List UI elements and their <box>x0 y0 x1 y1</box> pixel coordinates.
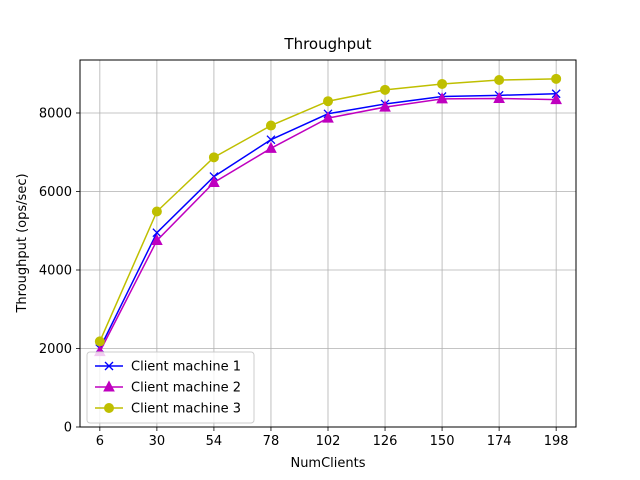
legend-item: Client machine 1 <box>95 360 241 375</box>
data-point <box>436 92 448 104</box>
data-point <box>494 75 505 86</box>
chart-title: Throughput <box>283 35 371 53</box>
data-point <box>151 233 163 246</box>
data-point <box>550 93 562 105</box>
data-point <box>323 96 333 107</box>
x-tick-label: 174 <box>487 434 512 449</box>
x-tick-label: 198 <box>544 434 569 449</box>
x-tick-label: 102 <box>316 434 341 449</box>
legend: Client machine 1 Client machine 2 Client m… <box>86 351 255 424</box>
x-tick-label: 30 <box>149 434 166 449</box>
y-tick-label: 4000 <box>39 263 72 278</box>
data-point <box>208 152 219 163</box>
data-point <box>152 228 162 238</box>
x-tick-label: 78 <box>263 434 280 449</box>
data-point <box>208 175 220 187</box>
x-axis-label: NumClients <box>290 456 365 471</box>
x-marker-stroke <box>152 228 162 238</box>
y-tick-label: 8000 <box>39 106 72 121</box>
data-point <box>551 73 562 84</box>
x-marker-stroke <box>104 361 114 371</box>
legend-marker <box>104 361 114 371</box>
x-tick-label: 6 <box>96 434 104 449</box>
legend-item: Client machine 3 <box>95 402 241 417</box>
series-3 <box>94 73 562 347</box>
x-marker-stroke <box>266 135 276 145</box>
data-point <box>265 120 276 131</box>
y-tick-label: 2000 <box>39 342 72 357</box>
data-point <box>437 78 448 89</box>
data-point <box>94 336 105 347</box>
y-axis-label: Throughput (ops/sec) <box>15 173 30 313</box>
legend-label: Client machine 1 <box>131 360 241 375</box>
data-point <box>151 206 162 217</box>
data-point <box>493 91 505 103</box>
data-series <box>94 73 562 357</box>
data-point <box>265 141 277 153</box>
y-tick-label: 6000 <box>39 185 72 200</box>
legend-label: Client machine 3 <box>131 402 241 417</box>
plot-frame <box>79 59 577 428</box>
y-tick-label: 0 <box>64 421 72 436</box>
legend-marker <box>104 403 114 413</box>
data-point <box>379 100 391 112</box>
data-point <box>380 84 391 95</box>
axes: 6 30 54 78 102 126 150 174 198 0 2000 4000 6000 8000 <box>39 106 569 449</box>
legend-item: Client machine 2 <box>95 380 241 396</box>
x-tick-label: 54 <box>206 434 223 449</box>
legend-label: Client machine 2 <box>131 381 241 396</box>
legend-box <box>86 351 255 424</box>
data-point <box>322 111 334 123</box>
legend-marker <box>103 380 115 392</box>
x-tick-label: 150 <box>430 434 455 449</box>
x-tick-label: 126 <box>373 434 398 449</box>
data-point <box>266 135 276 145</box>
